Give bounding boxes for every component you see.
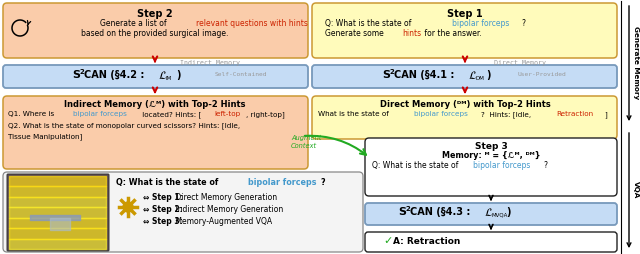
Text: Step 3:: Step 3: — [152, 217, 183, 226]
Text: based on the provided surgical image.: based on the provided surgical image. — [81, 29, 228, 38]
Text: CAN (§4.2 :: CAN (§4.2 : — [84, 70, 148, 80]
Text: Indirect Memory (ℒᴹ) with Top-2 Hints: Indirect Memory (ℒᴹ) with Top-2 Hints — [64, 100, 246, 109]
Text: ): ) — [176, 70, 180, 80]
Text: ]: ] — [604, 111, 607, 118]
Text: ⇔: ⇔ — [143, 205, 152, 214]
FancyBboxPatch shape — [312, 65, 617, 88]
Text: Q: What is the state of: Q: What is the state of — [116, 178, 221, 187]
FancyBboxPatch shape — [3, 172, 363, 252]
Text: CAN (§4.3 :: CAN (§4.3 : — [410, 207, 474, 217]
Text: Indirect Memory Generation: Indirect Memory Generation — [173, 205, 284, 214]
FancyBboxPatch shape — [365, 203, 617, 225]
Text: What is the state of: What is the state of — [318, 111, 391, 117]
Text: Step 2:: Step 2: — [152, 205, 183, 214]
Text: bipolar forceps: bipolar forceps — [248, 178, 317, 187]
Text: VQA: VQA — [633, 181, 639, 199]
Text: bipolar forceps: bipolar forceps — [452, 19, 509, 28]
Text: Q: What is the state of: Q: What is the state of — [325, 19, 413, 28]
FancyBboxPatch shape — [365, 232, 617, 252]
Text: Generate a list of: Generate a list of — [100, 19, 169, 28]
FancyBboxPatch shape — [125, 203, 131, 211]
Text: Generate some: Generate some — [325, 29, 386, 38]
Text: ?: ? — [543, 161, 547, 170]
Text: ): ) — [486, 70, 490, 80]
Text: ✓: ✓ — [383, 236, 392, 246]
Text: bipolar forceps: bipolar forceps — [473, 161, 531, 170]
Text: 2: 2 — [80, 69, 84, 75]
Text: hints: hints — [402, 29, 421, 38]
Text: Step 3: Step 3 — [475, 142, 508, 151]
Text: Direct Memory (ᴰᴹ) with Top-2 Hints: Direct Memory (ᴰᴹ) with Top-2 Hints — [380, 100, 550, 109]
FancyBboxPatch shape — [365, 138, 617, 196]
Text: left-top: left-top — [214, 111, 240, 117]
Text: Q: What is the state of: Q: What is the state of — [372, 161, 461, 170]
FancyBboxPatch shape — [7, 174, 109, 251]
FancyBboxPatch shape — [3, 65, 308, 88]
Text: DM: DM — [475, 75, 484, 81]
Text: Self-Contained: Self-Contained — [215, 72, 268, 77]
Text: A: Retraction: A: Retraction — [393, 236, 460, 246]
Text: Step 1:: Step 1: — [152, 193, 183, 202]
Text: $\mathcal{L}$: $\mathcal{L}$ — [158, 69, 167, 81]
Text: located? Hints: [: located? Hints: [ — [140, 111, 202, 118]
Text: Retraction: Retraction — [556, 111, 593, 117]
Text: S: S — [72, 70, 80, 80]
Text: Augment
Context: Augment Context — [291, 135, 321, 149]
Text: 2: 2 — [406, 206, 411, 212]
Text: Step 1: Step 1 — [447, 9, 483, 19]
Text: bipolar forceps: bipolar forceps — [414, 111, 468, 117]
Text: 2: 2 — [390, 69, 395, 75]
Text: CAN (§4.1 :: CAN (§4.1 : — [394, 70, 458, 80]
Text: ?: ? — [521, 19, 525, 28]
Text: S: S — [398, 207, 406, 217]
Text: Direct Memory Generation: Direct Memory Generation — [173, 193, 277, 202]
FancyBboxPatch shape — [312, 96, 617, 139]
Text: S: S — [382, 70, 390, 80]
Text: ?: ? — [320, 178, 324, 187]
Text: $\mathcal{L}$: $\mathcal{L}$ — [468, 69, 477, 81]
Text: Step 2: Step 2 — [137, 9, 173, 19]
Text: for the answer.: for the answer. — [422, 29, 482, 38]
Text: Q2. What is the state of monopolar curved scissors? Hints: [Idle,: Q2. What is the state of monopolar curve… — [8, 122, 240, 129]
FancyBboxPatch shape — [3, 3, 308, 58]
Circle shape — [123, 202, 133, 212]
Text: MVQA: MVQA — [491, 213, 508, 217]
Text: Direct Memory: Direct Memory — [494, 60, 546, 66]
Text: Memory: ᴹ = {ℒᴹ, ᴰᴹ}: Memory: ᴹ = {ℒᴹ, ᴰᴹ} — [442, 151, 540, 160]
Text: Q1. Where is: Q1. Where is — [8, 111, 56, 117]
FancyBboxPatch shape — [3, 96, 308, 169]
Text: IM: IM — [165, 75, 172, 81]
FancyBboxPatch shape — [312, 3, 617, 58]
Text: $\mathcal{L}$: $\mathcal{L}$ — [484, 206, 493, 218]
Text: Generate Memory: Generate Memory — [633, 26, 639, 100]
Text: bipolar forceps: bipolar forceps — [73, 111, 127, 117]
Text: ?  Hints: [Idle,: ? Hints: [Idle, — [481, 111, 533, 118]
Text: relevant questions with hints: relevant questions with hints — [196, 19, 308, 28]
Text: User-Provided: User-Provided — [518, 72, 567, 77]
Text: ): ) — [506, 207, 511, 217]
Text: , right-top]: , right-top] — [246, 111, 285, 118]
Text: ⇔: ⇔ — [143, 217, 152, 226]
Text: Memory-Augmented VQA: Memory-Augmented VQA — [173, 217, 272, 226]
Text: ⇔: ⇔ — [143, 193, 152, 202]
Text: Indirect Memory: Indirect Memory — [180, 60, 240, 66]
Text: Tissue Manipulation]: Tissue Manipulation] — [8, 133, 83, 140]
